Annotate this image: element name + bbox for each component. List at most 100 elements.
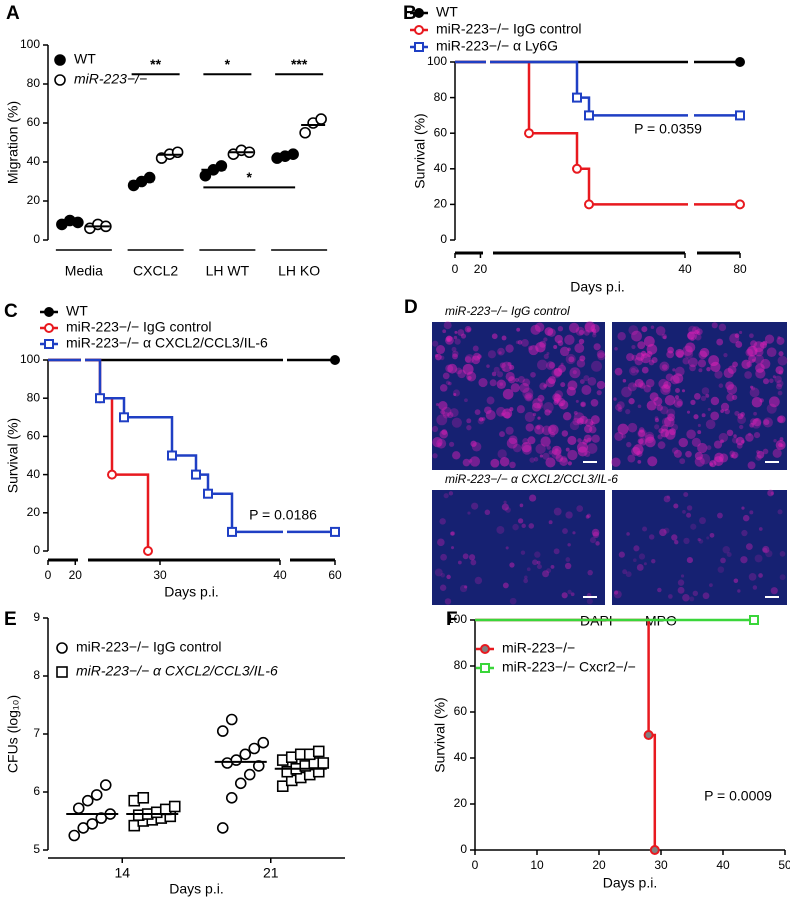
x-axis-label: Days p.i.	[603, 875, 657, 891]
survival-line	[455, 60, 740, 117]
marker	[248, 742, 261, 755]
cell-signal	[578, 329, 585, 335]
cell-signal	[441, 406, 452, 417]
cell-signal	[509, 461, 516, 469]
cell-signal	[725, 381, 734, 391]
panel-letter: A	[6, 3, 20, 24]
cell-signal	[722, 545, 731, 554]
cell-signal	[531, 402, 541, 412]
cell-signal	[580, 401, 587, 408]
cell-signal	[557, 364, 566, 373]
legend-label: WT	[436, 4, 458, 20]
cell-signal	[551, 445, 562, 456]
x-tick-label: 0	[45, 568, 52, 582]
cell-signal	[625, 571, 632, 578]
cell-signal	[595, 541, 600, 546]
marker	[572, 163, 582, 174]
cell-signal	[616, 401, 625, 410]
cell-signal	[688, 357, 698, 368]
cell-signal	[520, 550, 526, 555]
cell-signal	[534, 322, 545, 333]
cell-signal	[694, 456, 705, 467]
cell-signal	[671, 534, 678, 541]
cell-signal	[641, 326, 648, 333]
y-tick-label: 40	[434, 161, 448, 175]
cell-signal	[570, 592, 575, 597]
cell-signal	[478, 417, 484, 422]
cell-signal	[753, 341, 765, 353]
marker	[54, 74, 66, 86]
y-tick-label: 0	[460, 842, 467, 856]
cell-signal	[501, 335, 507, 341]
cell-signal	[694, 451, 703, 461]
legend-label: miR-223−/− IgG control	[66, 319, 212, 335]
cell-signal	[654, 416, 659, 420]
cell-signal	[434, 568, 443, 577]
cell-signal	[502, 408, 513, 419]
cell-signal	[773, 438, 777, 443]
cell-signal	[548, 450, 553, 455]
cell-signal	[631, 446, 641, 456]
cell-signal	[739, 424, 744, 430]
cell-signal	[537, 394, 545, 402]
cell-signal	[522, 387, 534, 399]
y-tick-label: 80	[454, 658, 468, 672]
significance-label: ***	[291, 56, 308, 72]
cell-signal	[536, 564, 542, 570]
cell-signal	[499, 431, 505, 438]
cell-signal	[542, 452, 550, 460]
cell-signal	[452, 353, 458, 360]
cell-signal	[741, 439, 745, 444]
marker	[735, 110, 745, 121]
cell-signal	[778, 442, 783, 448]
cell-signal	[566, 386, 576, 396]
cell-signal	[694, 333, 702, 341]
cell-signal	[689, 364, 696, 372]
cell-signal	[702, 592, 710, 600]
cell-signal	[565, 447, 570, 452]
cell-signal	[645, 378, 655, 388]
cell-signal	[686, 505, 693, 511]
cell-signal	[501, 503, 509, 511]
cell-signal	[467, 375, 472, 381]
marker	[257, 736, 270, 749]
cell-signal	[554, 334, 563, 344]
cell-signal	[509, 597, 517, 605]
cell-signal	[749, 333, 754, 339]
cell-signal	[779, 437, 784, 442]
cell-signal	[745, 348, 754, 357]
y-tick-label: 100	[20, 37, 40, 51]
cell-signal	[493, 366, 500, 373]
cell-signal	[617, 407, 623, 413]
cell-signal	[485, 410, 496, 421]
y-tick-label: 60	[454, 704, 468, 718]
cell-signal	[521, 442, 532, 453]
cell-signal	[714, 452, 724, 463]
y-tick-label: 80	[434, 90, 448, 104]
cell-signal	[632, 444, 644, 455]
cell-signal	[718, 383, 724, 388]
cell-signal	[749, 422, 755, 428]
cell-signal	[499, 382, 504, 386]
cell-signal	[667, 413, 675, 422]
cell-signal	[555, 454, 564, 463]
cell-signal	[634, 378, 644, 388]
cell-signal	[467, 511, 471, 515]
cell-signal	[683, 492, 689, 498]
cell-signal	[462, 553, 469, 560]
cell-signal	[548, 362, 556, 369]
cell-signal	[466, 418, 472, 424]
cell-signal	[533, 457, 539, 462]
cell-signal	[697, 538, 701, 542]
cell-signal	[524, 411, 535, 423]
cell-signal	[707, 407, 711, 411]
cell-signal	[776, 337, 785, 345]
cell-signal	[672, 368, 676, 372]
cell-signal	[581, 385, 592, 395]
cell-signal	[710, 396, 720, 406]
cell-signal	[439, 429, 449, 439]
y-axis-label: Survival (%)	[412, 113, 428, 188]
image-label: miR-223−/− IgG control	[445, 304, 570, 318]
cell-signal	[762, 545, 770, 554]
cell-signal	[546, 361, 555, 370]
